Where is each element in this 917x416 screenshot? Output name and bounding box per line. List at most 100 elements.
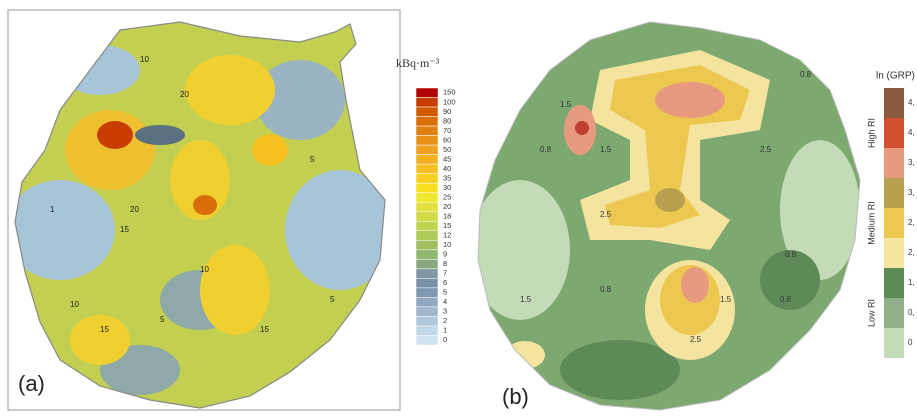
contour-label: 5 (160, 315, 165, 324)
legend-label: 9 (443, 250, 447, 259)
legend-title: ln (GRP) (876, 71, 915, 82)
contour-label: 1 (50, 205, 55, 214)
legend-swatch (416, 326, 438, 336)
contour-label: 15 (260, 325, 269, 334)
legend-label: 150 (443, 88, 456, 97)
legend-swatch (416, 183, 438, 193)
legend-label: 8 (443, 259, 447, 268)
contour-label: 20 (130, 205, 139, 214)
legend-label: 2, (908, 248, 915, 257)
legend-swatch (416, 221, 438, 231)
legend-label: 7 (443, 269, 447, 278)
legend-label: 25 (443, 192, 451, 201)
contour-label: 2.5 (760, 145, 772, 154)
legend-label: 12 (443, 231, 451, 240)
contour-label: 20 (180, 90, 189, 99)
legend-label: 60 (443, 135, 451, 144)
legend-label: 0, (908, 308, 915, 317)
figure: (a)kBq·m⁻³150100908070605045403530252018… (0, 0, 917, 416)
legend-swatch (884, 238, 904, 268)
legend-swatch (884, 148, 904, 178)
legend-swatch (884, 178, 904, 208)
contour-label: 15 (120, 225, 129, 234)
legend-swatch (416, 335, 438, 345)
contour-label: 1.5 (600, 145, 612, 154)
legend-swatch (416, 278, 438, 288)
legend-swatch (416, 240, 438, 250)
legend-swatch (416, 259, 438, 269)
legend-label: 18 (443, 211, 451, 220)
legend-label: 50 (443, 145, 451, 154)
legend-label: 15 (443, 221, 451, 230)
contour-label: 5 (310, 155, 315, 164)
legend-swatch (416, 126, 438, 136)
contour-label: 0.8 (785, 250, 797, 259)
legend-label: 1 (443, 326, 447, 335)
panel-b (460, 0, 917, 416)
contour-label: 2.5 (690, 335, 702, 344)
contour-label: 2.5 (600, 210, 612, 219)
legend-label: 20 (443, 202, 451, 211)
contour-label: 0.8 (540, 145, 552, 154)
legend-swatch (416, 231, 438, 241)
legend-swatch (416, 269, 438, 279)
contour-label: 15 (100, 325, 109, 334)
legend-swatch (416, 297, 438, 307)
panel-a (0, 0, 400, 416)
legend-label: 10 (443, 240, 451, 249)
legend-unit: kBq·m⁻³ (396, 56, 440, 70)
legend-label: 2, (908, 218, 915, 227)
legend-swatch (416, 202, 438, 212)
contour-label: 0.8 (800, 70, 812, 79)
legend-label: 0 (443, 335, 447, 344)
legend-swatch (416, 145, 438, 155)
legend-label: 6 (443, 278, 447, 287)
legend-swatch (416, 98, 438, 108)
legend-swatch (884, 268, 904, 298)
legend-swatch (416, 288, 438, 298)
contour-label: 10 (200, 265, 209, 274)
legend-label: 80 (443, 116, 451, 125)
contour-label: 10 (70, 300, 79, 309)
contour-label: 1.5 (720, 295, 732, 304)
panel-label: (b) (502, 384, 529, 409)
legend-swatch (416, 155, 438, 165)
legend-swatch (416, 117, 438, 127)
legend-label: 3, (908, 158, 915, 167)
legend-label: 3 (443, 307, 447, 316)
legend-label: 4 (443, 297, 447, 306)
risk-class: High RI (866, 118, 876, 148)
legend-swatch (416, 193, 438, 203)
contour-label: 1.5 (520, 295, 532, 304)
legend-swatch (416, 316, 438, 326)
legend-label: 90 (443, 107, 451, 116)
legend-swatch (416, 212, 438, 222)
contour-label: 0.8 (780, 295, 792, 304)
legend-label: 5 (443, 288, 447, 297)
legend-label: 35 (443, 173, 451, 182)
legend-label: 2 (443, 316, 447, 325)
legend-label: 1, (908, 278, 915, 287)
legend-label: 4, (908, 98, 915, 107)
legend-swatch (416, 164, 438, 174)
legend-swatch (884, 208, 904, 238)
legend-swatch (884, 118, 904, 148)
legend-label: 70 (443, 126, 451, 135)
legend-swatch (416, 136, 438, 146)
legend-swatch (884, 298, 904, 328)
legend-label: 45 (443, 154, 451, 163)
legend-swatch (416, 174, 438, 184)
legend-label: 3, (908, 188, 915, 197)
legend-label: 100 (443, 97, 456, 106)
risk-class: Medium RI (866, 201, 876, 245)
legend-label: 0 (908, 338, 913, 347)
legend-label: 4, (908, 128, 915, 137)
contour-label: 1.5 (560, 100, 572, 109)
panel-label: (a) (18, 371, 45, 396)
legend-swatch (884, 328, 904, 358)
contour-label: 10 (140, 55, 149, 64)
contour-label: 0.8 (600, 285, 612, 294)
legend-label: 40 (443, 164, 451, 173)
legend-swatch (416, 250, 438, 260)
contour-label: 5 (330, 295, 335, 304)
